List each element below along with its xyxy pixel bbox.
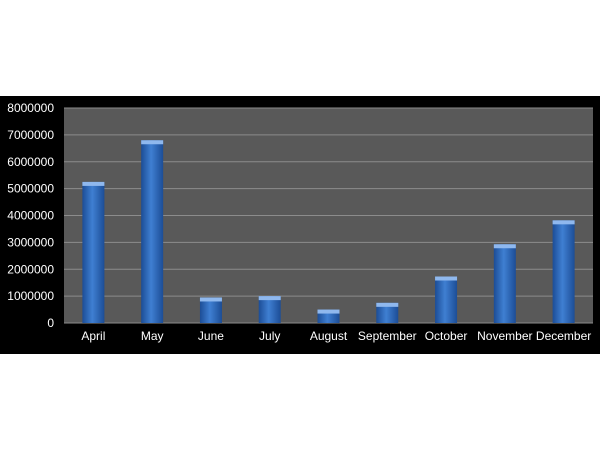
- bar-july: [258, 296, 281, 323]
- x-tick-label: August: [310, 329, 348, 343]
- bar: [435, 276, 458, 323]
- x-tick-label: May: [141, 329, 164, 343]
- bar-april: [82, 181, 105, 323]
- x-tick-label: April: [81, 329, 105, 343]
- x-tick-label: June: [198, 329, 224, 343]
- bar: [258, 296, 281, 323]
- y-tick-label: 6000000: [7, 155, 54, 169]
- y-tick-label: 5000000: [7, 182, 54, 196]
- x-tick-label: July: [259, 329, 280, 343]
- x-tick-label: December: [536, 329, 591, 343]
- bar-june: [199, 297, 222, 323]
- bar-september: [376, 302, 399, 323]
- bar-top-highlight: [376, 302, 399, 307]
- y-tick-label: 7000000: [7, 128, 54, 142]
- bar-top-highlight: [141, 140, 164, 145]
- y-tick-label: 4000000: [7, 209, 54, 223]
- x-tick-label: September: [358, 329, 417, 343]
- bar: [493, 244, 516, 323]
- bar: [141, 140, 164, 323]
- bar-october: [435, 276, 458, 323]
- bar-top-highlight: [258, 296, 281, 301]
- y-tick-label: 8000000: [7, 101, 54, 115]
- bar-november: [493, 244, 516, 323]
- x-axis-tick-labels: April May June July August September October No…: [81, 329, 591, 343]
- bar: [199, 297, 222, 323]
- y-tick-label: 3000000: [7, 235, 54, 249]
- bar-chart: 0 1000000 2000000 3000000 4000000 5000000 6000…: [7, 101, 593, 343]
- bar-august: [317, 309, 340, 323]
- bar: [552, 220, 575, 323]
- bar-top-highlight: [552, 220, 575, 225]
- bar-top-highlight: [435, 276, 458, 281]
- bar: [82, 181, 105, 323]
- bars: [82, 140, 575, 323]
- x-tick-label: October: [425, 329, 468, 343]
- y-tick-label: 1000000: [7, 289, 54, 303]
- y-tick-label: 2000000: [7, 262, 54, 276]
- bar: [376, 302, 399, 323]
- bar-may: [141, 140, 164, 323]
- y-tick-label: 0: [47, 316, 54, 330]
- bar-top-highlight: [199, 297, 222, 302]
- bar-top-highlight: [317, 309, 340, 314]
- bar-top-highlight: [493, 244, 516, 249]
- x-tick-label: November: [477, 329, 532, 343]
- bar-december: [552, 220, 575, 323]
- chart-frame: 0 1000000 2000000 3000000 4000000 5000000 6000…: [0, 96, 600, 354]
- y-axis-tick-labels: 0 1000000 2000000 3000000 4000000 5000000 6000…: [7, 101, 54, 330]
- bar-top-highlight: [82, 181, 105, 186]
